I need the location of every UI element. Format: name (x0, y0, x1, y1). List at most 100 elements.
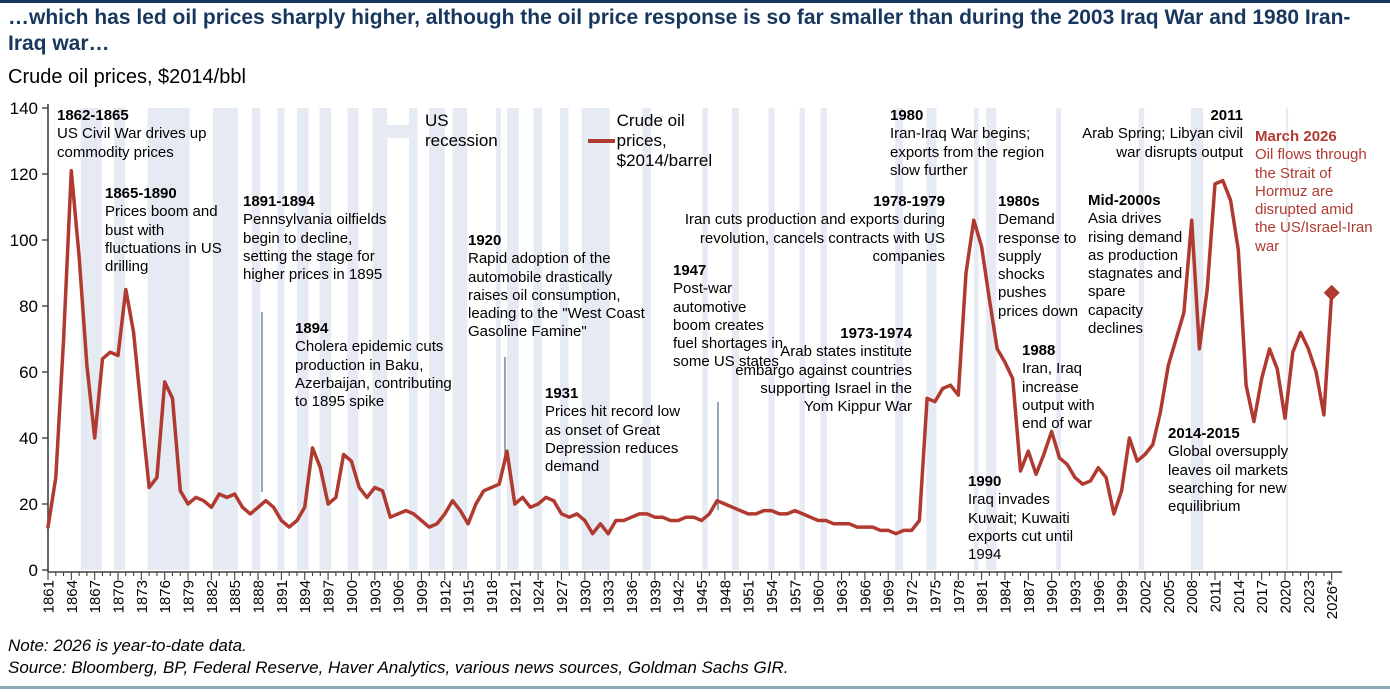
annotation-1894: 1894 Cholera epidemic cuts production in … (295, 320, 460, 411)
x-tick-label: 1939 (647, 580, 664, 613)
x-tick-label: 1933 (601, 580, 618, 613)
recession-band (533, 108, 543, 570)
x-tick-label: 1879 (181, 580, 198, 613)
recession-band (702, 108, 708, 570)
y-tick-label: 140 (10, 99, 38, 118)
recession-band (296, 108, 309, 570)
bottom-divider-rule (0, 686, 1390, 689)
annotation-1891-1894: 1891-1894 Pennsylvania oilfields begin to… (243, 193, 395, 284)
annotation-title: March 2026 (1255, 128, 1337, 145)
x-tick-label: 1981 (974, 580, 991, 613)
x-tick-label: 1912 (437, 580, 454, 613)
x-tick-label: 1903 (367, 580, 384, 613)
latest-point-diamond-marker (1323, 284, 1340, 301)
annotation-mid-2000s: Mid-2000s Asia drives rising demand as pr… (1088, 192, 1183, 338)
annotation-1990: 1990 Iraq invades Kuwait; Kuwaiti exports… (968, 473, 1086, 564)
x-tick-label: 1921 (507, 580, 524, 613)
x-tick-label: 2002 (1137, 580, 1154, 613)
x-tick-label: 1978 (951, 580, 968, 613)
y-tick-label: 0 (29, 561, 38, 580)
annotation-text: Arab Spring; Libyan civil war disrupts o… (1082, 125, 1243, 161)
x-tick-label: 1951 (741, 580, 758, 613)
annotation-text: Prices boom and bust with fluctuations i… (105, 203, 222, 276)
recession-band (820, 108, 827, 570)
recession-band (799, 108, 805, 570)
annotation-1947: 1947 Post-war automotive boom creates fue… (673, 262, 785, 372)
annotation-text: Iran cuts production and exports during … (684, 211, 945, 265)
recession-band (496, 108, 501, 570)
x-tick-label: 1864 (64, 580, 81, 613)
x-tick-label: 1990 (1044, 580, 1061, 613)
recession-band (347, 108, 359, 570)
recession-band (319, 108, 332, 570)
annotation-title: 2014-2015 (1168, 425, 1240, 442)
annotation-text: Iran, Iraq increase output with end of w… (1022, 360, 1095, 433)
x-tick-label: 1909 (414, 580, 431, 613)
recession-swatch-icon (385, 124, 417, 138)
annotation-title: 1920 (468, 232, 502, 249)
y-tick-label: 40 (19, 429, 38, 448)
x-tick-label: 1960 (811, 580, 828, 613)
annotation-2011: 2011 Arab Spring; Libyan civil war disrup… (1073, 107, 1243, 162)
annotation-text: Iraq invades Kuwait; Kuwaiti exports cut… (968, 491, 1074, 564)
annotation-text: Cholera epidemic cuts production in Baku… (295, 338, 452, 411)
y-tick-label: 100 (10, 231, 38, 250)
x-tick-label: 2020 (1278, 580, 1295, 613)
x-tick-label: 1894 (297, 580, 314, 613)
x-tick-label: 1915 (461, 580, 478, 613)
x-tick-label: 1963 (834, 580, 851, 613)
x-tick-label: 1882 (204, 580, 221, 613)
x-tick-label: 1888 (251, 580, 268, 613)
recession-band (251, 108, 261, 570)
x-tick-label: 1891 (274, 580, 291, 613)
legend-recession-label: US recession (424, 111, 498, 150)
annotation-1973-1974: 1973-1974 Arab states institute embargo a… (732, 325, 912, 416)
annotation-title: 1990 (968, 473, 1002, 490)
annotation-text: Iran-Iraq War begins; exports from the r… (890, 125, 1045, 179)
recession-band (372, 108, 388, 570)
x-tick-label: 1999 (1114, 580, 1131, 613)
x-tick-label: 1945 (694, 580, 711, 613)
x-tick-label: 2008 (1184, 580, 1201, 613)
annotation-title: 1973-1974 (840, 325, 912, 342)
recession-band (452, 108, 468, 570)
x-tick-label: 1987 (1021, 580, 1038, 613)
recession-band (80, 108, 102, 570)
page-title: …which has led oil prices sharply higher… (8, 6, 1351, 55)
recession-band (581, 108, 610, 570)
y-tick-label: 80 (19, 297, 38, 316)
source-line: Source: Bloomberg, BP, Federal Reserve, … (8, 658, 789, 677)
x-tick-label: 1966 (857, 580, 874, 613)
x-tick-label: 2005 (1161, 580, 1178, 613)
annotation-1920: 1920 Rapid adoption of the automobile dra… (468, 232, 646, 342)
x-tick-label: 1867 (87, 580, 104, 613)
y-tick-label: 60 (19, 363, 38, 382)
annotation-title: 1931 (545, 385, 579, 402)
x-tick-label: 1918 (484, 580, 501, 613)
annotation-title: 1865-1890 (105, 185, 177, 202)
annotation-march-2026: March 2026 Oil flows through the Strait o… (1255, 128, 1377, 256)
recession-band (1056, 108, 1061, 570)
x-tick-label: 1984 (997, 580, 1014, 613)
recession-band (986, 108, 997, 570)
x-tick-label: 1897 (321, 580, 338, 613)
series-line-swatch-icon (588, 139, 615, 143)
legend-series-label: Crude oil prices, $2014/barrel (616, 111, 713, 170)
annotation-title: 1978-1979 (873, 193, 945, 210)
y-tick-label: 20 (19, 495, 38, 514)
annotation-title: 1988 (1022, 342, 1056, 359)
annotation-1980s: 1980s Demand response to supply shocks pu… (998, 193, 1090, 321)
x-tick-label: 1993 (1067, 580, 1084, 613)
recession-band (768, 108, 775, 570)
x-tick-label: 1957 (787, 580, 804, 613)
recession-band (1285, 108, 1289, 570)
top-divider-rule (0, 0, 1390, 3)
legend-item-recession: US recession (385, 111, 506, 151)
x-tick-label: 1930 (577, 580, 594, 613)
x-tick-label: 1954 (764, 580, 781, 613)
x-tick-label: 1861 (41, 580, 58, 613)
recession-band (973, 108, 979, 570)
annotation-text: Post-war automotive boom creates fuel sh… (673, 280, 784, 371)
